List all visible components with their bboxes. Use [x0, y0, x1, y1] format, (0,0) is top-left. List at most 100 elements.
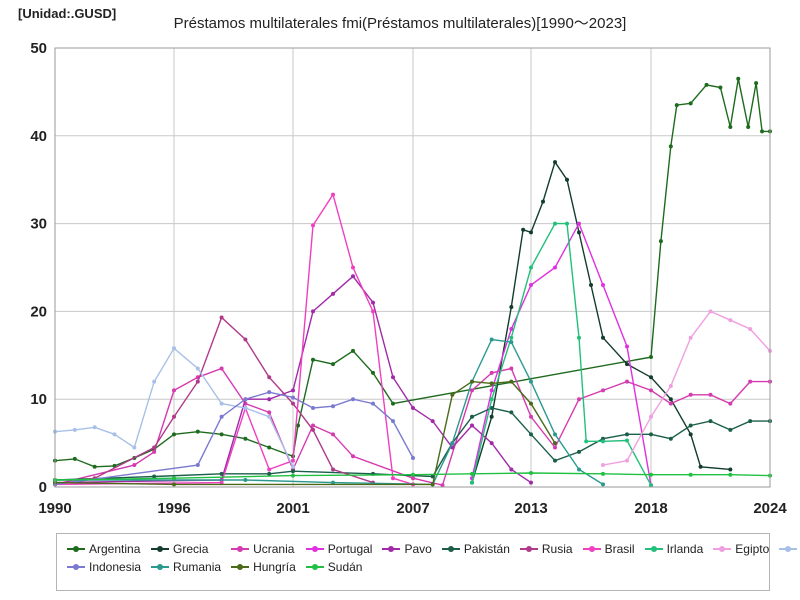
- legend-swatch: [151, 544, 170, 554]
- data-point: [748, 326, 753, 331]
- data-point: [243, 405, 248, 410]
- x-tick-label: 2007: [396, 500, 429, 517]
- data-point: [584, 439, 589, 444]
- legend-swatch: [231, 562, 250, 572]
- legend-label: Grecia: [173, 542, 209, 556]
- data-point: [565, 177, 569, 182]
- data-point: [649, 432, 653, 437]
- data-point: [291, 401, 295, 406]
- y-tick-label: 50: [30, 40, 47, 57]
- data-point: [601, 471, 605, 476]
- data-point: [708, 309, 713, 314]
- data-point: [529, 230, 533, 235]
- data-point: [589, 283, 593, 288]
- data-point: [577, 467, 581, 472]
- data-point: [688, 432, 693, 437]
- data-point: [267, 445, 272, 450]
- x-tick-label: 2018: [634, 500, 667, 517]
- data-point: [688, 101, 693, 106]
- data-point: [92, 464, 97, 469]
- legend-item: Irlanda: [644, 542, 703, 556]
- data-point: [267, 414, 272, 419]
- data-point: [311, 423, 315, 428]
- data-point: [72, 456, 77, 461]
- data-point: [649, 375, 653, 380]
- data-point: [688, 392, 693, 397]
- series-Irlanda: [470, 221, 653, 488]
- data-point: [331, 404, 335, 409]
- data-point: [601, 463, 605, 468]
- legend-swatch: [151, 562, 170, 572]
- chart-legend: Argentina Grecia Ucrania Portugal Pavo Pakist…: [56, 533, 798, 591]
- data-point: [291, 464, 295, 469]
- data-point: [509, 340, 514, 345]
- legend-label: Rumania: [173, 560, 222, 574]
- series-line: [471, 221, 652, 486]
- legend-grid: Argentina Grecia Ucrania Portugal Pavo Pakist…: [57, 534, 798, 574]
- data-point: [529, 401, 533, 406]
- data-point: [529, 265, 533, 270]
- data-point: [311, 427, 315, 432]
- legend-swatch: [441, 544, 460, 554]
- data-point: [470, 414, 474, 419]
- data-point: [331, 192, 335, 197]
- data-point: [529, 283, 533, 288]
- series-layer: [53, 76, 772, 488]
- data-point: [668, 401, 673, 406]
- data-point: [172, 476, 176, 481]
- legend-swatch: [382, 544, 401, 554]
- data-point: [649, 388, 653, 393]
- data-point: [470, 423, 474, 428]
- y-tick-label: 40: [30, 128, 47, 145]
- data-point: [728, 467, 733, 472]
- data-point: [541, 199, 545, 204]
- legend-label: Hungría: [253, 560, 296, 574]
- data-point: [291, 473, 295, 478]
- legend-item: Portugal: [305, 542, 372, 556]
- legend-item: Sudán: [305, 560, 373, 574]
- data-point: [92, 425, 97, 430]
- legend-swatch: [305, 544, 324, 554]
- legend-swatch: [582, 544, 601, 554]
- data-point: [72, 427, 77, 432]
- data-point: [450, 392, 455, 397]
- data-point: [708, 419, 713, 424]
- data-point: [331, 432, 335, 437]
- data-point: [688, 423, 693, 428]
- x-tick-label: 2024: [753, 500, 787, 517]
- data-point: [601, 439, 605, 444]
- data-point: [728, 318, 733, 323]
- data-point: [430, 482, 435, 487]
- legend-swatch: [519, 544, 538, 554]
- legend-swatch: [231, 544, 250, 554]
- legend-item: Ucrania: [231, 542, 296, 556]
- data-point: [553, 160, 557, 165]
- data-point: [668, 397, 673, 402]
- data-point: [311, 405, 315, 410]
- series-line: [55, 338, 604, 486]
- y-tick-label: 10: [30, 391, 47, 408]
- data-point: [625, 458, 629, 463]
- data-point: [219, 366, 224, 371]
- data-point: [668, 144, 673, 149]
- data-point: [195, 366, 200, 371]
- plot-area-border: [54, 47, 771, 488]
- data-point: [411, 405, 415, 410]
- data-point: [577, 335, 581, 340]
- series-Sudán: [53, 470, 772, 482]
- data-point: [291, 395, 295, 400]
- data-point: [243, 477, 248, 482]
- x-tick-label: 1996: [157, 500, 190, 517]
- series-Egipto: [601, 309, 772, 468]
- data-point: [698, 464, 703, 469]
- data-point: [351, 265, 355, 270]
- data-point: [219, 471, 224, 476]
- data-point: [658, 239, 663, 244]
- data-point: [748, 379, 753, 384]
- y-tick-label: 30: [30, 216, 47, 233]
- data-point: [267, 390, 272, 395]
- data-point: [391, 476, 395, 481]
- data-point: [152, 379, 157, 384]
- data-point: [267, 410, 272, 415]
- data-point: [509, 326, 514, 331]
